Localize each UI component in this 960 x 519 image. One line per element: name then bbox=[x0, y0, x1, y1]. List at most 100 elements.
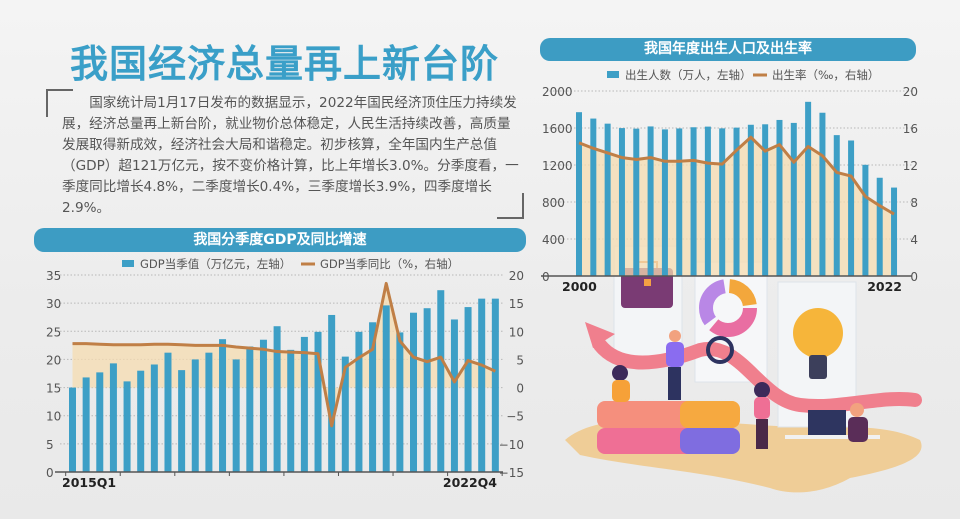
bar bbox=[164, 352, 172, 472]
bar bbox=[273, 326, 281, 472]
bar bbox=[123, 381, 131, 472]
bar bbox=[618, 128, 625, 276]
bracket-top-left bbox=[46, 89, 73, 117]
page-title: 我国经济总量再上新台阶 bbox=[70, 42, 500, 86]
bar bbox=[423, 308, 431, 472]
right-axis-tick: 12 bbox=[903, 159, 918, 173]
bar bbox=[191, 359, 199, 472]
bar bbox=[747, 124, 754, 276]
right-axis-tick: 10 bbox=[509, 325, 524, 339]
line-series bbox=[72, 281, 496, 428]
bar bbox=[219, 339, 227, 472]
left-axis-tick: 1600 bbox=[542, 122, 573, 136]
right-axis-tick: 8 bbox=[910, 196, 918, 210]
right-axis-tick: 16 bbox=[903, 122, 918, 136]
bar bbox=[69, 387, 76, 472]
legend-line-label: GDP当季同比（%，右轴） bbox=[320, 257, 459, 271]
bar bbox=[259, 339, 267, 472]
left-axis-tick: 30 bbox=[46, 297, 61, 311]
left-axis-tick: 20 bbox=[46, 353, 61, 367]
bar bbox=[246, 346, 254, 472]
bar bbox=[704, 126, 711, 276]
line-fill-area bbox=[72, 283, 496, 426]
bar bbox=[776, 119, 783, 276]
right-axis-tick: 0 bbox=[516, 382, 524, 396]
birth-chart-title: 我国年度出生人口及出生率 bbox=[540, 38, 916, 61]
left-axis-tick: 800 bbox=[542, 196, 565, 210]
bar bbox=[876, 177, 883, 276]
bar bbox=[178, 370, 186, 472]
left-axis-tick: 35 bbox=[46, 269, 61, 283]
left-axis-tick: 400 bbox=[542, 233, 565, 247]
bar bbox=[369, 322, 377, 472]
right-axis-tick: −5 bbox=[506, 410, 524, 424]
growth-arrow bbox=[585, 322, 922, 413]
bar bbox=[848, 140, 855, 276]
bar bbox=[396, 332, 404, 472]
left-axis-tick: 25 bbox=[46, 325, 61, 339]
bar bbox=[891, 187, 898, 276]
bar bbox=[762, 124, 769, 276]
gdp-chart-title: 我国分季度GDP及同比增速 bbox=[34, 228, 526, 252]
people bbox=[612, 330, 880, 449]
legend-bar-label: GDP当季值（万亿元，左轴） bbox=[140, 257, 291, 271]
bar bbox=[590, 118, 597, 276]
right-axis-tick: −10 bbox=[499, 438, 524, 452]
birth-chart: 0 400 800 1200 1600 2000 0 4 8 12 16 20 2000 2022 出生人数… bbox=[541, 68, 918, 294]
gdp-chart: 0 5 10 15 20 25 30 35 −15 −10 −5 0 5 10 15 20 2015Q1 2022… bbox=[46, 257, 524, 490]
bar bbox=[450, 319, 458, 472]
bar bbox=[341, 356, 349, 472]
bar bbox=[96, 372, 104, 472]
bar bbox=[478, 298, 486, 472]
right-axis-tick: 5 bbox=[516, 353, 524, 367]
left-axis-tick: 0 bbox=[46, 466, 54, 480]
x-label-start: 2015Q1 bbox=[62, 475, 116, 490]
right-axis-tick: 15 bbox=[509, 297, 524, 311]
bar bbox=[300, 336, 308, 472]
bar bbox=[355, 331, 363, 472]
books bbox=[597, 401, 740, 454]
bar bbox=[633, 128, 640, 276]
bar bbox=[661, 129, 668, 276]
left-axis-tick: 2000 bbox=[542, 85, 573, 99]
bar bbox=[576, 112, 582, 277]
bar bbox=[137, 370, 145, 472]
right-axis-tick: 20 bbox=[509, 269, 524, 283]
x-label-start: 2000 bbox=[562, 279, 597, 294]
legend-bar-swatch bbox=[122, 260, 134, 267]
intro-paragraph: 国家统计局1月17日发布的数据显示，2022年国民经济顶住压力持续发展，经济总量… bbox=[62, 95, 519, 216]
bar bbox=[719, 128, 726, 276]
x-label-end: 2022 bbox=[867, 279, 902, 294]
left-axis-tick: 15 bbox=[46, 382, 61, 396]
left-axis-tick: 1200 bbox=[542, 159, 573, 173]
bar bbox=[205, 352, 213, 472]
bar bbox=[437, 290, 445, 472]
bar bbox=[647, 126, 654, 277]
bar bbox=[82, 377, 90, 472]
right-axis-tick: 4 bbox=[910, 233, 918, 247]
legend-bar-label: 出生人数（万人，左轴） bbox=[625, 68, 752, 82]
left-axis-tick: 10 bbox=[46, 410, 61, 424]
bar bbox=[109, 363, 117, 472]
bar bbox=[328, 314, 336, 472]
right-axis-tick: −15 bbox=[499, 466, 524, 480]
bar bbox=[150, 364, 158, 472]
right-axis-tick: 20 bbox=[903, 85, 918, 99]
bar bbox=[604, 123, 611, 276]
bar bbox=[464, 307, 472, 472]
right-axis-tick: 0 bbox=[910, 270, 918, 284]
bar bbox=[491, 298, 499, 472]
bar bbox=[790, 122, 797, 276]
bar bbox=[862, 164, 869, 276]
bar bbox=[287, 349, 295, 472]
bar bbox=[733, 127, 740, 276]
bar bbox=[382, 305, 390, 472]
legend-bar-swatch bbox=[607, 71, 619, 78]
legend-line-label: 出生率（‰，右轴） bbox=[772, 68, 879, 82]
bar bbox=[805, 101, 812, 276]
bar bbox=[819, 112, 826, 276]
bar bbox=[833, 135, 840, 276]
bar bbox=[314, 331, 322, 472]
